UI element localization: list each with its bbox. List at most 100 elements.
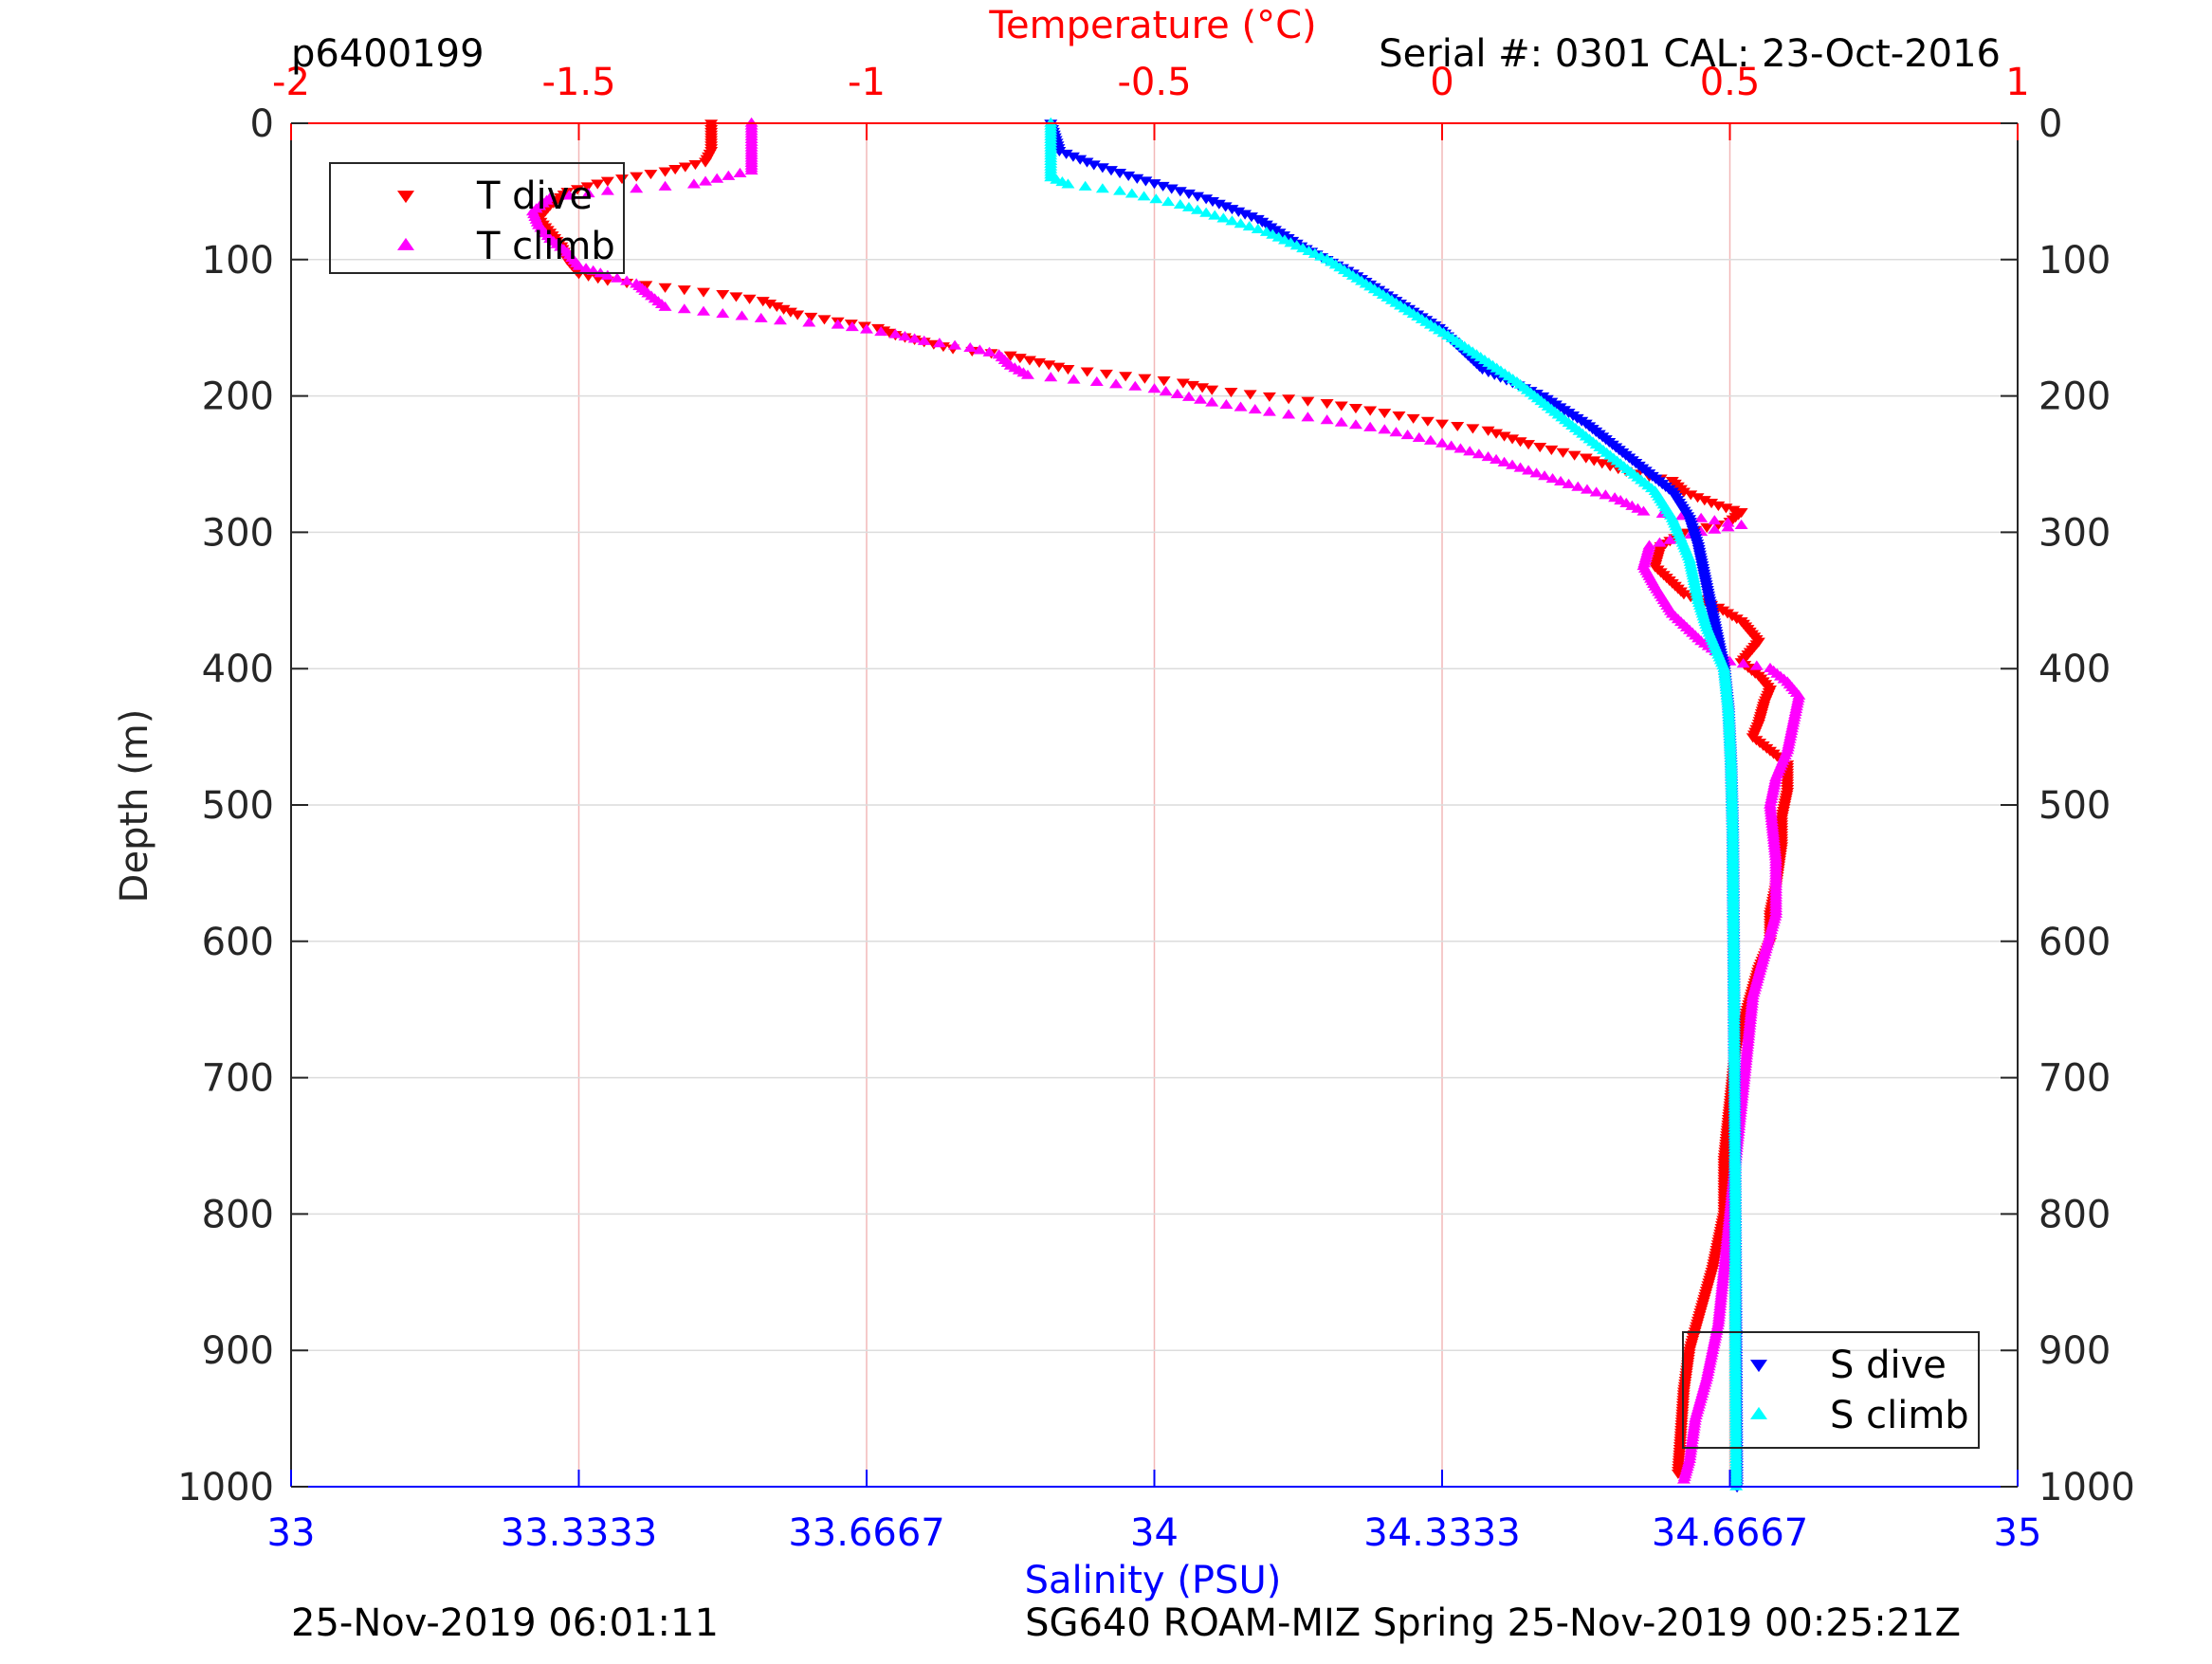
data-point — [1234, 218, 1248, 229]
data-point — [1406, 413, 1420, 424]
data-point — [1052, 146, 1067, 157]
data-point — [1435, 419, 1449, 430]
series-t-dive — [532, 119, 1795, 1479]
data-point — [677, 303, 691, 314]
salinity-legend-marker — [1750, 1406, 1767, 1419]
data-point — [1453, 443, 1468, 453]
data-point — [1334, 401, 1348, 411]
data-point — [1420, 416, 1435, 427]
data-point — [1149, 193, 1163, 204]
data-point — [733, 167, 747, 177]
data-point — [744, 165, 759, 175]
data-point — [770, 302, 784, 312]
data-point — [1161, 196, 1176, 207]
data-point — [1181, 391, 1196, 401]
data-point — [1219, 399, 1234, 410]
data-point — [1157, 376, 1171, 387]
depth-tick-label-right: 400 — [2038, 648, 2111, 691]
data-point — [1423, 434, 1437, 445]
data-point — [1173, 198, 1187, 210]
depth-tick-label-left: 400 — [202, 648, 274, 691]
data-point — [644, 170, 658, 180]
depth-tick-label-left: 1000 — [177, 1466, 274, 1509]
data-point — [1587, 456, 1601, 466]
salinity-legend-entry: S climb — [1830, 1394, 1969, 1437]
salinity-tick-label: 34.6667 — [1652, 1511, 1808, 1555]
data-point — [1194, 393, 1208, 404]
data-point — [783, 307, 797, 318]
data-point — [973, 344, 987, 355]
salinity-tick-label: 35 — [1994, 1511, 2042, 1555]
data-point — [756, 297, 770, 307]
data-point — [1139, 176, 1153, 187]
legends: T dive T climb S dive S climb — [329, 162, 1980, 1449]
data-point — [1348, 419, 1362, 430]
data-point — [1734, 519, 1748, 529]
data-point — [1147, 383, 1161, 393]
data-point — [1676, 487, 1691, 498]
data-point — [1262, 392, 1276, 402]
data-point — [1080, 367, 1094, 377]
data-point — [579, 263, 594, 273]
temperature-tick-label: 0.5 — [1700, 61, 1761, 104]
data-point — [1700, 522, 1714, 533]
data-point — [1181, 189, 1196, 199]
salinity-tick-label: 34.3333 — [1363, 1511, 1520, 1555]
serial-calibration-label: Serial #: 0301 CAL: 23-Oct-2016 — [1379, 32, 2001, 76]
data-point — [1078, 180, 1092, 191]
data-point — [1506, 434, 1520, 445]
data-point — [742, 294, 757, 304]
depth-tick-label-left: 200 — [202, 375, 274, 419]
data-point — [1199, 207, 1214, 217]
data-point — [1137, 191, 1151, 201]
data-point — [1451, 421, 1465, 432]
data-point — [1636, 505, 1651, 516]
data-point — [600, 176, 614, 187]
data-point — [1466, 424, 1480, 434]
depth-tick-label-right: 300 — [2038, 511, 2111, 555]
salinity-axis-title: Salinity (PSU) — [1025, 1559, 1282, 1602]
data-point — [1697, 496, 1711, 506]
data-point — [1212, 199, 1226, 210]
salinity-tick-label: 34 — [1130, 1511, 1179, 1555]
data-point — [610, 272, 624, 283]
depth-tick-label-left: 600 — [202, 921, 274, 964]
data-point — [1320, 399, 1334, 410]
data-point — [1170, 388, 1184, 398]
data-point — [1708, 523, 1722, 534]
temperature-tick-label: -2 — [272, 61, 310, 104]
data-point — [1061, 178, 1075, 189]
data-point — [580, 182, 594, 192]
data-point — [1554, 475, 1568, 485]
data-point — [1104, 166, 1118, 176]
data-point — [1513, 462, 1527, 472]
data-point — [817, 315, 832, 325]
data-point — [1225, 215, 1239, 226]
data-point — [1080, 157, 1094, 168]
data-point — [982, 346, 996, 357]
data-point — [1435, 437, 1449, 448]
data-point — [874, 326, 888, 337]
data-point — [1729, 1480, 1744, 1490]
data-point — [620, 275, 634, 285]
data-point — [1156, 181, 1170, 192]
data-point — [699, 157, 713, 168]
data-point — [1684, 490, 1698, 501]
data-point — [600, 185, 614, 195]
data-point — [570, 185, 584, 195]
data-point — [1282, 409, 1296, 419]
data-point — [777, 304, 791, 315]
data-point — [1224, 388, 1238, 398]
data-point — [729, 292, 743, 302]
depth-tick-label-right: 900 — [2038, 1329, 2111, 1373]
temperature-tick-label: -1.5 — [541, 61, 615, 104]
depth-tick-label-right: 100 — [2038, 239, 2111, 283]
series-s-climb — [1044, 117, 1744, 1490]
data-point — [1378, 424, 1392, 434]
data-point — [1320, 414, 1334, 425]
data-point — [615, 174, 630, 185]
data-point — [1749, 660, 1764, 670]
data-point — [1545, 473, 1560, 484]
temperature-legend-box — [329, 162, 625, 274]
data-point — [1061, 365, 1075, 375]
